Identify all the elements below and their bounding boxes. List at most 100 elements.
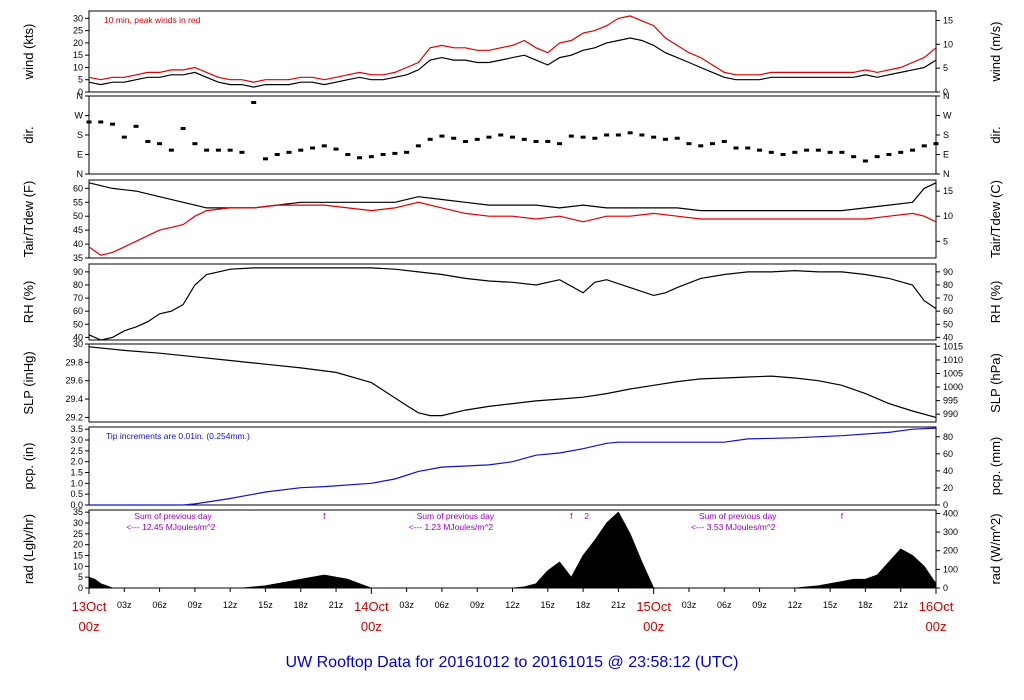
rad-annotation-line2: <--- 12.45 MJoules/m^2 [126,522,216,532]
dir-point [392,151,398,155]
rad-annotation-line2: <--- 3.53 MJoules/m^2 [691,522,776,532]
dir-point [227,148,233,152]
slp-line-slp [88,346,937,418]
rad-annotation-line1: Sum of previous day [417,511,495,521]
pcp-ytick-right-label: 40 [943,466,953,476]
dir-point [874,155,880,159]
wind-ytick-left-label: 20 [73,38,83,48]
wind-frame [88,10,937,93]
dir-point [110,122,116,126]
temp-ylabel-left: Tair/Tdew (F) [21,181,36,258]
pcp-ytick-left-label: 1.5 [70,468,83,478]
rh-ytick-right-label: 50 [943,319,953,329]
x-day-date: 16Oct [919,599,954,614]
temp-frame [88,179,937,259]
dir-point [333,147,339,151]
dir-point [709,142,715,146]
dir-point [768,150,774,154]
dir-point [757,148,763,152]
dir-ytick-left-label: W [75,111,84,121]
rh-ytick-right-label: 60 [943,306,953,316]
temp-ytick-left-label: 45 [73,225,83,235]
x-hour-label: 06z [435,600,450,610]
x-day-hour: 00z [643,619,664,634]
wind-ytick-left-label: 0 [78,87,83,97]
panel-pcp: 0.00.51.01.52.02.53.03.5 0 20 40 60 80 pcp. (i… [21,424,1003,510]
dir-ytick-right-label: E [943,150,949,160]
x-hour-label: 09z [188,600,203,610]
dir-point [662,137,668,141]
rad-ytick-right-label: 400 [943,508,958,518]
dir-point [157,142,163,146]
dir-point [439,134,445,138]
dir-point [451,136,457,140]
slp-ytick-right-label: 1000 [943,382,963,392]
dir-point [415,144,421,148]
temp-ytick-left-label: 35 [73,253,83,263]
slp-ytick-left-label: 29.2 [65,412,83,422]
dir-point [86,120,92,124]
dir-point [898,150,904,154]
x-hour-label: 09z [470,600,485,610]
slp-ytick-left-label: 29.8 [65,357,83,367]
dir-ytick-right-label: N [943,91,950,101]
dir-point [604,133,610,137]
dir-point [792,150,798,154]
pcp-ytick-right-label: 60 [943,449,953,459]
dir-point [698,144,704,148]
temp-ytick-left-label: 55 [73,197,83,207]
rad-ytick-left-label: 0 [78,583,83,593]
rad-ytick-left-label: 30 [73,518,83,528]
slp-ytick-left-label: 29.4 [65,394,83,404]
dir-point [921,144,927,148]
dir-point [168,148,174,152]
rad-ytick-right-label: 200 [943,546,958,556]
dir-point [815,148,821,152]
pcp-ytick-left-label: 3.0 [70,435,83,445]
rh-ytick-left-label: 80 [73,280,83,290]
pcp-ylabel-right: pcp. (mm) [988,437,1003,496]
x-hour-label: 18z [293,600,308,610]
rh-ytick-left-label: 40 [73,332,83,342]
dir-point [345,153,351,156]
rh-ytick-right-label: 80 [943,280,953,290]
dir-point [721,140,727,143]
rad-ytick-left-label: 15 [73,551,83,561]
temp-ytick-left-label: 40 [73,239,83,249]
x-day-hour: 00z [361,619,382,634]
x-hour-label: 03z [399,600,414,610]
slp-ytick-right-label: 1015 [943,341,963,351]
x-hour-label: 03z [682,600,697,610]
dir-point [262,157,268,161]
rh-ytick-left-label: 70 [73,293,83,303]
rh-ytick-left-label: 60 [73,306,83,316]
wind-ytick-right-label: 5 [943,63,948,73]
dir-ytick-left-label: E [77,150,83,160]
chart-title: UW Rooftop Data for 20161012 to 20161015… [286,654,739,671]
rad-ytick-left-label: 5 [78,572,83,582]
rad-ytick-left-label: 25 [73,529,83,539]
dir-point [674,136,680,140]
dir-point [486,135,492,139]
wind-ytick-left-label: 30 [73,13,83,23]
dir-point [639,133,645,137]
dir-point [404,150,410,154]
dir-point [886,153,892,156]
x-axis: 03z 06z 09z 12z 15z 18z 21z 03z 06z 09z 12z 15z 18z 2… [72,588,954,634]
rh-ytick-left-label: 50 [73,319,83,329]
rad-frame [88,509,937,589]
wind-ytick-right-label: 10 [943,39,953,49]
dir-point [180,127,186,130]
x-hour-label: 09z [752,600,767,610]
rad-ytick-right-label: 0 [943,583,948,593]
rad-marker: f [570,511,573,521]
slp-ytick-right-label: 1010 [943,355,963,365]
panel-temp: 35 40 45 50 55 60 5 10 15 Tair/Tdew (F) Tair/Tdew … [21,179,1003,263]
x-hour-label: 15z [258,600,273,610]
dir-point [510,135,515,139]
rh-ytick-right-label: 90 [943,267,953,277]
